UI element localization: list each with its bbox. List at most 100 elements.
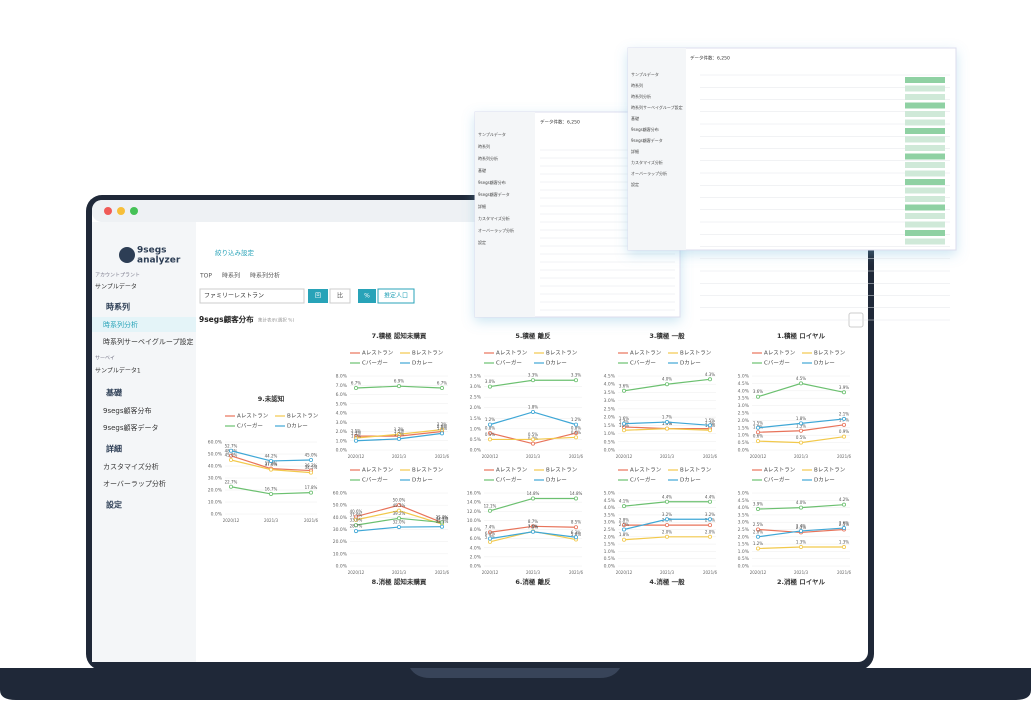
point <box>574 431 579 436</box>
menu-group[interactable]: 基礎 <box>105 388 123 398</box>
value-label: 4.0% <box>662 377 672 382</box>
value-label: 33.6% <box>350 518 363 523</box>
select[interactable]: サンプルデータ <box>95 283 137 291</box>
menu-item[interactable]: 9segs顧客データ <box>103 423 159 432</box>
button-text: 比 <box>337 292 343 300</box>
legend-label: Cバーガー <box>764 476 790 484</box>
y-tick-label: 4.5% <box>604 498 616 504</box>
x-tick-label: 2021/3 <box>660 454 675 459</box>
y-tick-label: 16.0% <box>467 491 482 497</box>
x-tick-label: 2020/12 <box>616 454 633 459</box>
panel-cell <box>905 187 945 194</box>
panel-menu-item: 時系列サーベイグループ設定 <box>631 104 683 110</box>
chart-title: 1.積極 ロイヤル <box>777 331 826 340</box>
y-tick-label: 4.5% <box>738 498 750 504</box>
value-label: 1.6% <box>619 416 629 421</box>
panel-cell <box>905 238 945 245</box>
legend-label: Aレストラン <box>237 413 269 420</box>
menu-item[interactable]: 9segs顧客分布 <box>103 406 152 415</box>
button[interactable] <box>308 289 328 303</box>
legend-label: Bレストラン <box>287 413 319 420</box>
value-label: 4.2% <box>839 497 849 502</box>
menu-item[interactable]: 時系列分析 <box>103 320 138 329</box>
point <box>574 422 579 427</box>
point <box>799 505 804 510</box>
y-tick-label: 1.0% <box>336 438 348 444</box>
button[interactable] <box>358 289 376 303</box>
dropdown[interactable] <box>199 288 305 304</box>
value-label: 2.8% <box>619 518 629 523</box>
point <box>353 438 358 443</box>
point <box>708 523 713 528</box>
menu-group[interactable]: 設定 <box>106 500 122 510</box>
y-tick-label: 3.5% <box>604 512 616 518</box>
button[interactable] <box>377 288 415 304</box>
breadcrumb[interactable]: 時系列 <box>222 272 240 280</box>
value-label: 2.5% <box>753 522 763 527</box>
chart-title: 6.消極 離反 <box>515 577 551 586</box>
x-tick-label: 2020/12 <box>750 454 767 459</box>
legend-label: Bレストラン <box>546 350 578 357</box>
menu-group[interactable]: 時系列 <box>106 302 130 312</box>
legend-label: Aレストラン <box>496 467 528 474</box>
filter-link[interactable]: 絞り込み設定 <box>215 248 255 257</box>
x-tick-label: 2021/3 <box>660 570 675 575</box>
button[interactable] <box>329 288 351 304</box>
panel-menu-item: 設定 <box>478 239 486 245</box>
dot <box>130 207 138 215</box>
y-tick-label: 3.0% <box>336 420 348 426</box>
point <box>756 394 761 399</box>
value-label: 2.0% <box>662 529 672 534</box>
legend-label: Cバーガー <box>630 359 656 367</box>
point <box>756 425 761 430</box>
menu-item[interactable]: 時系列サーベイグループ設定 <box>103 337 193 346</box>
point <box>268 458 273 463</box>
point <box>756 439 761 444</box>
value-label: 6.3% <box>571 530 581 535</box>
panel-menu-item: サンプルデータ <box>631 71 659 77</box>
breadcrumb: 時系列分析 <box>250 272 280 280</box>
y-tick-label: 8.0% <box>470 527 482 533</box>
y-tick-label: 0.0% <box>470 564 482 570</box>
panel-cell <box>905 77 945 83</box>
panel-menu-item: 設定 <box>631 181 639 187</box>
y-tick-label: 0.0% <box>211 512 223 518</box>
value-label: 3.6% <box>619 383 629 388</box>
value-label: 36.2% <box>305 463 318 468</box>
value-label: 52.7% <box>225 443 238 448</box>
point <box>487 539 492 544</box>
y-tick-label: 5.0% <box>738 491 750 497</box>
chart-title: 4.消極 一般 <box>649 577 685 586</box>
panel-count: データ件数：6,250 <box>690 55 730 62</box>
value-label: 4.4% <box>705 494 715 499</box>
y-tick-label: 3.0% <box>604 398 616 404</box>
legend-label: Bレストラン <box>680 350 712 357</box>
chart-title: 8.消極 認知未購買 <box>372 577 427 586</box>
x-tick-label: 2021/6 <box>703 454 718 459</box>
menu-item[interactable]: カスタマイズ分析 <box>103 462 159 471</box>
value-label: 1.7% <box>662 415 672 420</box>
breadcrumb[interactable]: TOP <box>199 273 212 280</box>
point <box>842 434 847 439</box>
value-label: 7.6% <box>528 524 538 529</box>
y-tick-label: 4.5% <box>604 374 616 380</box>
menu-item[interactable]: オーバーラップ分析 <box>103 479 166 488</box>
point <box>708 428 713 433</box>
point <box>487 508 492 513</box>
y-tick-label: 3.0% <box>738 403 750 409</box>
point <box>665 382 670 387</box>
value-label: 1.8% <box>796 416 806 421</box>
y-tick-label: 6.0% <box>336 392 348 398</box>
point <box>228 457 233 462</box>
menu-group[interactable]: 詳細 <box>106 444 122 454</box>
logo-mark <box>119 247 135 263</box>
legend-label: Aレストラン <box>496 350 528 357</box>
y-tick-label: 1.5% <box>738 542 750 548</box>
logo: analyzer <box>137 256 181 266</box>
value-label: 2.5% <box>839 522 849 527</box>
value-label: 16.7% <box>265 486 278 491</box>
value-label: 1.5% <box>753 420 763 425</box>
x-tick-label: 2021/6 <box>703 570 718 575</box>
select[interactable]: サンプルデータ1 <box>95 367 141 375</box>
